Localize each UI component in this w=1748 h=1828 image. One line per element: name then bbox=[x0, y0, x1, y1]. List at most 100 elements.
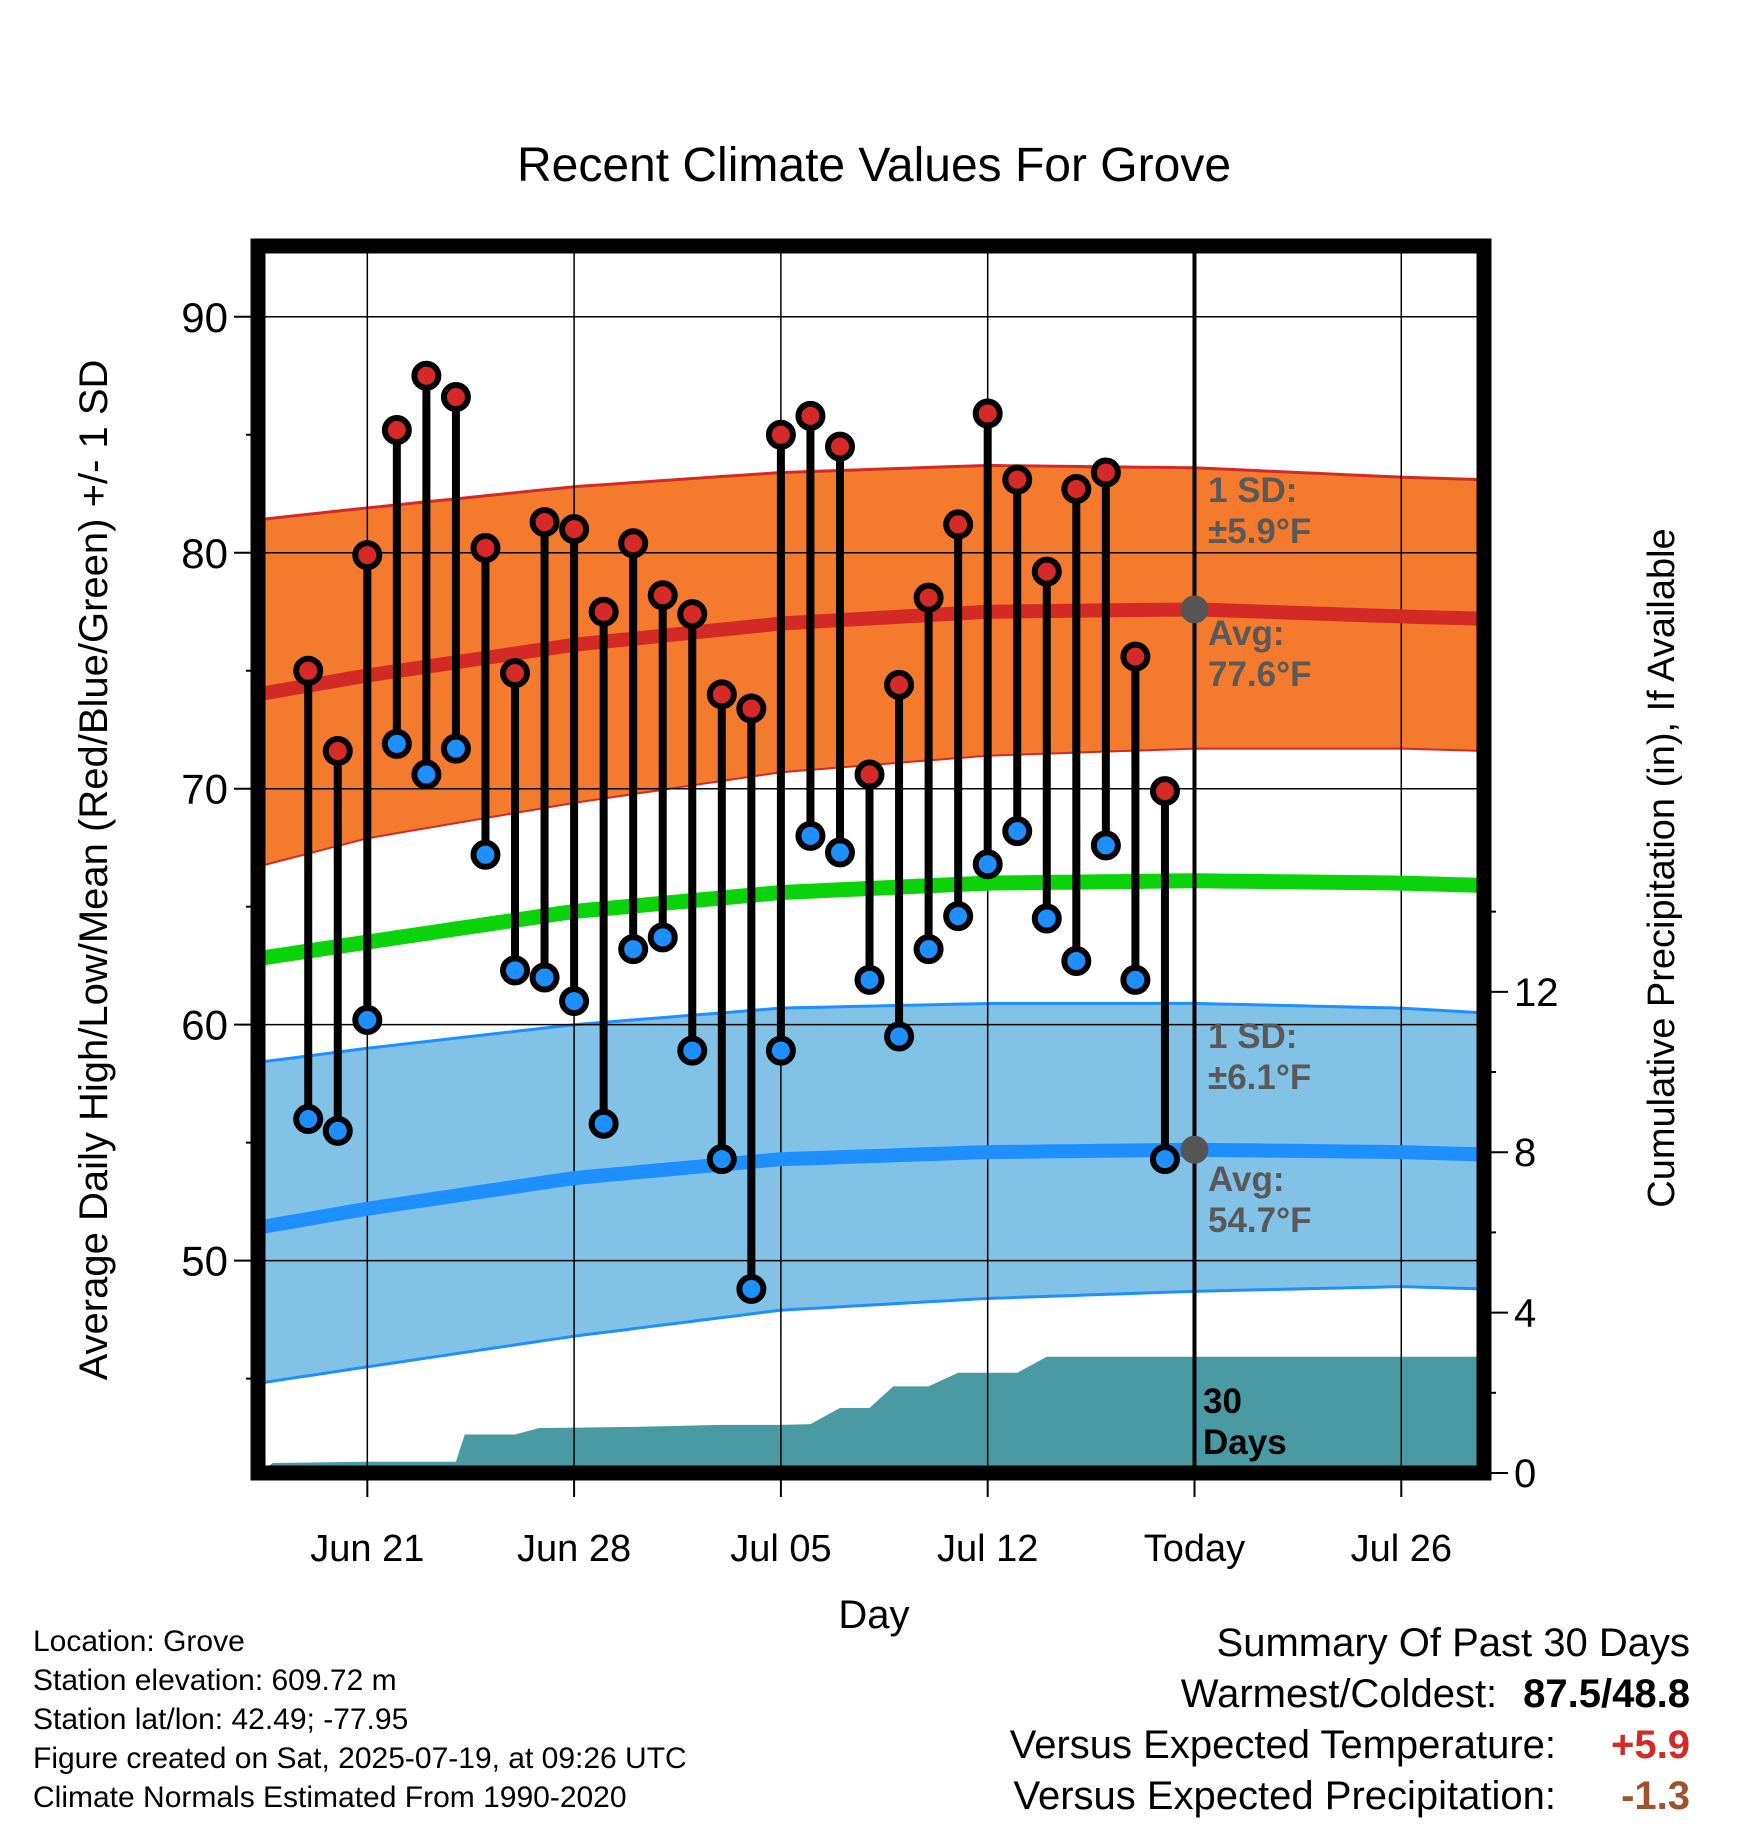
warmest-coldest-label: Warmest/Coldest: bbox=[1180, 1672, 1498, 1716]
observed-low-point bbox=[647, 922, 678, 953]
low-avg-annotation-line: Avg: bbox=[1208, 1160, 1284, 1199]
normal-low-line bbox=[256, 1142, 1485, 1235]
observed-high-point bbox=[1090, 457, 1121, 488]
observed-high-point bbox=[647, 580, 678, 611]
observed-low-point bbox=[884, 1021, 915, 1052]
observed-series bbox=[293, 360, 1180, 1304]
low-sd-lower-edge bbox=[257, 1285, 1485, 1385]
location-text: Location: Grove bbox=[33, 1625, 245, 1658]
today-line bbox=[1180, 246, 1209, 1473]
precip-departure-value: -1.3 bbox=[1621, 1774, 1690, 1818]
precip-departure-label: Versus Expected Precipitation: bbox=[1013, 1774, 1556, 1818]
observed-high-point bbox=[706, 679, 737, 710]
observed-low-point bbox=[440, 733, 471, 764]
observed-low-point bbox=[1149, 1144, 1180, 1175]
elevation-text: Station elevation: 609.72 m bbox=[33, 1664, 397, 1697]
observed-low-point bbox=[352, 1004, 383, 1035]
observed-high-point bbox=[352, 540, 383, 571]
plot-frame bbox=[250, 238, 1492, 1481]
today-high-avg-marker bbox=[1180, 595, 1209, 624]
observed-low-point bbox=[795, 820, 826, 851]
observed-high-point bbox=[1120, 641, 1151, 672]
high-sd-annotation-line: 1 SD: bbox=[1208, 471, 1297, 510]
observed-high-point bbox=[854, 759, 885, 790]
observed-high-point bbox=[588, 596, 619, 627]
observed-low-point bbox=[411, 759, 442, 790]
observed-high-point bbox=[972, 398, 1003, 429]
observed-high-point bbox=[500, 658, 531, 689]
observed-high-point bbox=[884, 669, 915, 700]
observed-high-point bbox=[795, 400, 826, 431]
observed-high-point bbox=[293, 655, 324, 686]
observed-low-point bbox=[381, 728, 412, 759]
observed-high-point bbox=[440, 382, 471, 413]
observed-low-point bbox=[500, 955, 531, 986]
observed-low-point bbox=[706, 1144, 737, 1175]
low-avg-annotation-line: 54.7°F bbox=[1208, 1201, 1312, 1240]
station-info: Location: Grove Station elevation: 609.7… bbox=[33, 1622, 687, 1817]
latlon-text: Station lat/lon: 42.49; -77.95 bbox=[33, 1703, 409, 1736]
observed-low-point bbox=[1031, 903, 1062, 934]
x-tick-label: Jul 05 bbox=[730, 1528, 831, 1570]
y2-tick-label: 4 bbox=[1514, 1292, 1536, 1336]
observed-low-point bbox=[736, 1273, 767, 1304]
high-sd-band bbox=[258, 465, 1484, 867]
x-tick-label: Jun 28 bbox=[517, 1528, 631, 1570]
observed-high-point bbox=[322, 735, 353, 766]
observed-high-point bbox=[1149, 776, 1180, 807]
observed-low-point bbox=[824, 837, 855, 868]
today-low-avg-marker bbox=[1180, 1135, 1209, 1164]
normals-text: Climate Normals Estimated From 1990-2020 bbox=[33, 1781, 627, 1814]
created-text: Figure created on Sat, 2025-07-19, at 09… bbox=[33, 1742, 687, 1775]
y-tick-label: 90 bbox=[181, 294, 228, 341]
y2-tick-label: 12 bbox=[1514, 971, 1559, 1015]
observed-low-point bbox=[1120, 964, 1151, 995]
x-tick-label: Jun 21 bbox=[310, 1528, 424, 1570]
x-tick-label: Jul 26 bbox=[1351, 1528, 1452, 1570]
observed-high-point bbox=[736, 693, 767, 724]
observed-high-point bbox=[677, 599, 708, 630]
observed-high-point bbox=[1061, 474, 1092, 505]
observed-low-point bbox=[677, 1035, 708, 1066]
precip-departure-row: Versus Expected Precipitation: -1.3 bbox=[1010, 1771, 1690, 1822]
low-sd-band bbox=[258, 1003, 1484, 1384]
observed-low-point bbox=[559, 986, 590, 1017]
observed-high-point bbox=[943, 509, 974, 540]
observed-high-point bbox=[1031, 556, 1062, 587]
axes: 50 60 70 80 90 0 4 8 12 Jun 21 Jun 28 Jul 05 Jul 12 T… bbox=[181, 294, 1558, 1570]
y-tick-label: 70 bbox=[181, 766, 228, 813]
temp-departure-value: +5.9 bbox=[1611, 1723, 1690, 1767]
observed-low-point bbox=[913, 934, 944, 965]
observed-high-point bbox=[470, 533, 501, 564]
observed-high-point bbox=[618, 528, 649, 559]
y-axis-label-left: Average Daily High/Low/Mean (Red/Blue/Gr… bbox=[72, 360, 116, 1381]
chart-title: Recent Climate Values For Grove bbox=[517, 139, 1231, 192]
observed-low-point bbox=[618, 934, 649, 965]
observed-high-point bbox=[913, 582, 944, 613]
observed-high-point bbox=[559, 514, 590, 545]
high-avg-annotation-line: 77.6°F bbox=[1208, 655, 1312, 694]
cumulative-precip-area bbox=[258, 1356, 1484, 1473]
high-sd-upper-edge bbox=[257, 463, 1485, 522]
observed-high-point bbox=[411, 360, 442, 391]
y2-tick-label: 0 bbox=[1514, 1452, 1536, 1496]
observed-low-point bbox=[1090, 830, 1121, 861]
x-axis-label: Day bbox=[838, 1593, 909, 1637]
x-tick-label: Jul 12 bbox=[937, 1528, 1038, 1570]
y2-tick-label: 8 bbox=[1514, 1131, 1536, 1175]
observed-low-point bbox=[293, 1104, 324, 1135]
summary-heading: Summary Of Past 30 Days bbox=[1216, 1621, 1690, 1665]
observed-low-point bbox=[1002, 816, 1033, 847]
y-axis-label-right: Cumulative Precipitation (in), If Availa… bbox=[1641, 528, 1683, 1207]
observed-high-point bbox=[529, 507, 560, 538]
low-sd-annotation-line: 1 SD: bbox=[1208, 1017, 1297, 1056]
precip-area bbox=[258, 1356, 1484, 1473]
warmest-coldest-value: 87.5/48.8 bbox=[1523, 1672, 1690, 1716]
plot-border bbox=[250, 238, 1492, 1481]
observed-high-point bbox=[824, 431, 855, 462]
observed-low-point bbox=[765, 1035, 796, 1066]
observed-low-point bbox=[1061, 945, 1092, 976]
low-sd-annotation-line: ±6.1°F bbox=[1208, 1058, 1311, 1097]
